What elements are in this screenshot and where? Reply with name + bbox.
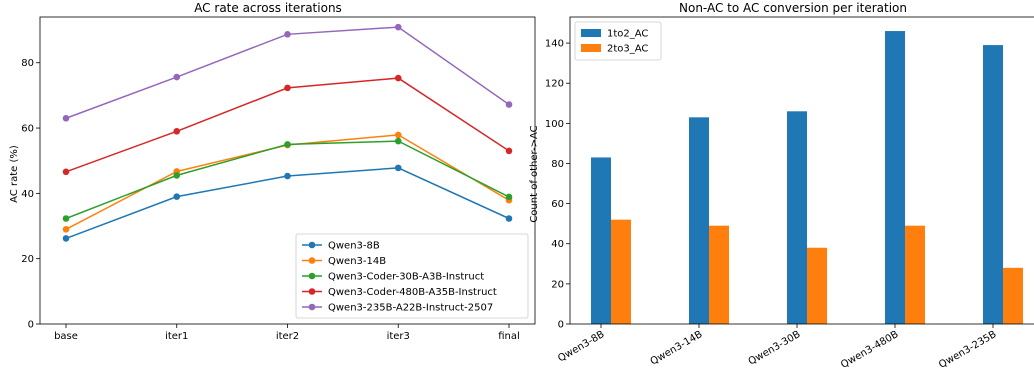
line-chart-ac-rate: AC rate across iterations AC rate (%) 0 2… <box>9 1 536 342</box>
series-lines <box>62 23 513 242</box>
data-point <box>505 147 513 155</box>
y-axis-label: AC rate (%) <box>9 145 20 203</box>
x-tick-label: Qwen3-14B <box>649 329 705 368</box>
x-tick-label: Qwen3-8B <box>556 329 606 364</box>
y-tick-label: 100 <box>545 119 564 130</box>
data-point <box>62 225 70 233</box>
data-point <box>173 128 181 135</box>
y-tick-label: 60 <box>551 199 564 210</box>
bars <box>591 31 1023 325</box>
axis-ticks: 0 20 40 60 80 base iter1 iter2 iter3 final <box>21 58 520 342</box>
legend-entry: Qwen3-8B <box>328 241 380 252</box>
legend-marker <box>308 241 316 249</box>
legend-swatch <box>581 29 601 37</box>
data-point <box>505 101 513 108</box>
data-point <box>284 172 291 180</box>
y-tick-label: 120 <box>545 79 564 90</box>
data-point <box>173 172 181 179</box>
data-point <box>62 235 70 242</box>
x-tick-label: iter1 <box>165 331 188 342</box>
data-point <box>284 31 291 38</box>
data-point <box>505 193 513 201</box>
data-point <box>62 215 70 222</box>
legend-entry: Qwen3-Coder-30B-A3B-Instruct <box>328 272 484 283</box>
x-tick-label: Qwen3-480B <box>839 329 900 371</box>
data-point <box>394 74 402 82</box>
data-point <box>394 131 402 139</box>
y-tick-label: 40 <box>551 239 564 250</box>
bar-chart-conversion: Non-AC to AC conversion per iteration Co… <box>529 1 1034 371</box>
y-tick-label: 20 <box>551 279 564 290</box>
legend-entry: 2to3_AC <box>607 44 648 55</box>
x-tick-label: Qwen3-30B <box>747 329 803 368</box>
series-line <box>65 140 510 220</box>
y-tick-label: 80 <box>21 58 34 69</box>
legend-marker <box>308 288 316 295</box>
legend-swatch <box>581 44 601 52</box>
bar <box>885 31 905 325</box>
chart-title: AC rate across iterations <box>194 1 342 15</box>
legend-marker <box>308 272 316 280</box>
bar <box>591 157 611 324</box>
legend: Qwen3-8B Qwen3-14B Qwen3-Coder-30B-A3B-Ins… <box>295 233 529 319</box>
data-point <box>394 23 402 31</box>
bar <box>983 45 1003 325</box>
y-tick-label: 60 <box>21 124 34 135</box>
x-tick-label: base <box>54 331 78 342</box>
bar <box>1003 267 1023 324</box>
data-point <box>284 141 291 148</box>
bar <box>689 117 709 324</box>
y-tick-label: 80 <box>551 159 564 170</box>
legend-entry: Qwen3-235B-A22B-Instruct-2507 <box>328 303 493 314</box>
data-point <box>505 215 513 222</box>
data-point <box>394 137 402 145</box>
x-tick-label: iter3 <box>387 331 410 342</box>
bar <box>787 111 807 324</box>
legend-entry: Qwen3-14B <box>328 256 386 267</box>
x-tick-label: final <box>498 331 520 342</box>
bar <box>905 225 925 324</box>
data-point <box>173 73 181 81</box>
legend-marker <box>308 303 316 311</box>
y-tick-label: 140 <box>545 39 564 50</box>
y-tick-label: 40 <box>21 189 34 200</box>
chart-title: Non-AC to AC conversion per iteration <box>679 1 907 15</box>
legend-entry: 1to2_AC <box>607 29 648 40</box>
series-line <box>65 26 510 119</box>
plot-frame <box>569 16 1034 325</box>
y-tick-label: 20 <box>21 254 34 265</box>
series-line <box>65 134 510 230</box>
x-tick-label: Qwen3-235B <box>937 329 998 371</box>
bar <box>611 219 631 324</box>
data-point <box>62 114 70 122</box>
legend-entry: Qwen3-Coder-480B-A35B-Instruct <box>328 287 497 298</box>
data-point <box>173 193 181 200</box>
bar <box>807 247 827 324</box>
legend-box <box>295 233 529 319</box>
data-point <box>394 164 402 172</box>
x-tick-label: iter2 <box>276 331 299 342</box>
data-point <box>62 168 70 176</box>
bar <box>709 225 729 324</box>
y-axis-label: Count of other->AC <box>529 125 540 222</box>
series-line <box>65 77 510 173</box>
plot-frame <box>39 16 536 325</box>
data-point <box>284 84 291 92</box>
y-tick-label: 0 <box>28 320 34 331</box>
y-tick-label: 0 <box>558 320 564 331</box>
legend: 1to2_AC 2to3_AC <box>574 21 662 61</box>
legend-marker <box>308 257 316 264</box>
